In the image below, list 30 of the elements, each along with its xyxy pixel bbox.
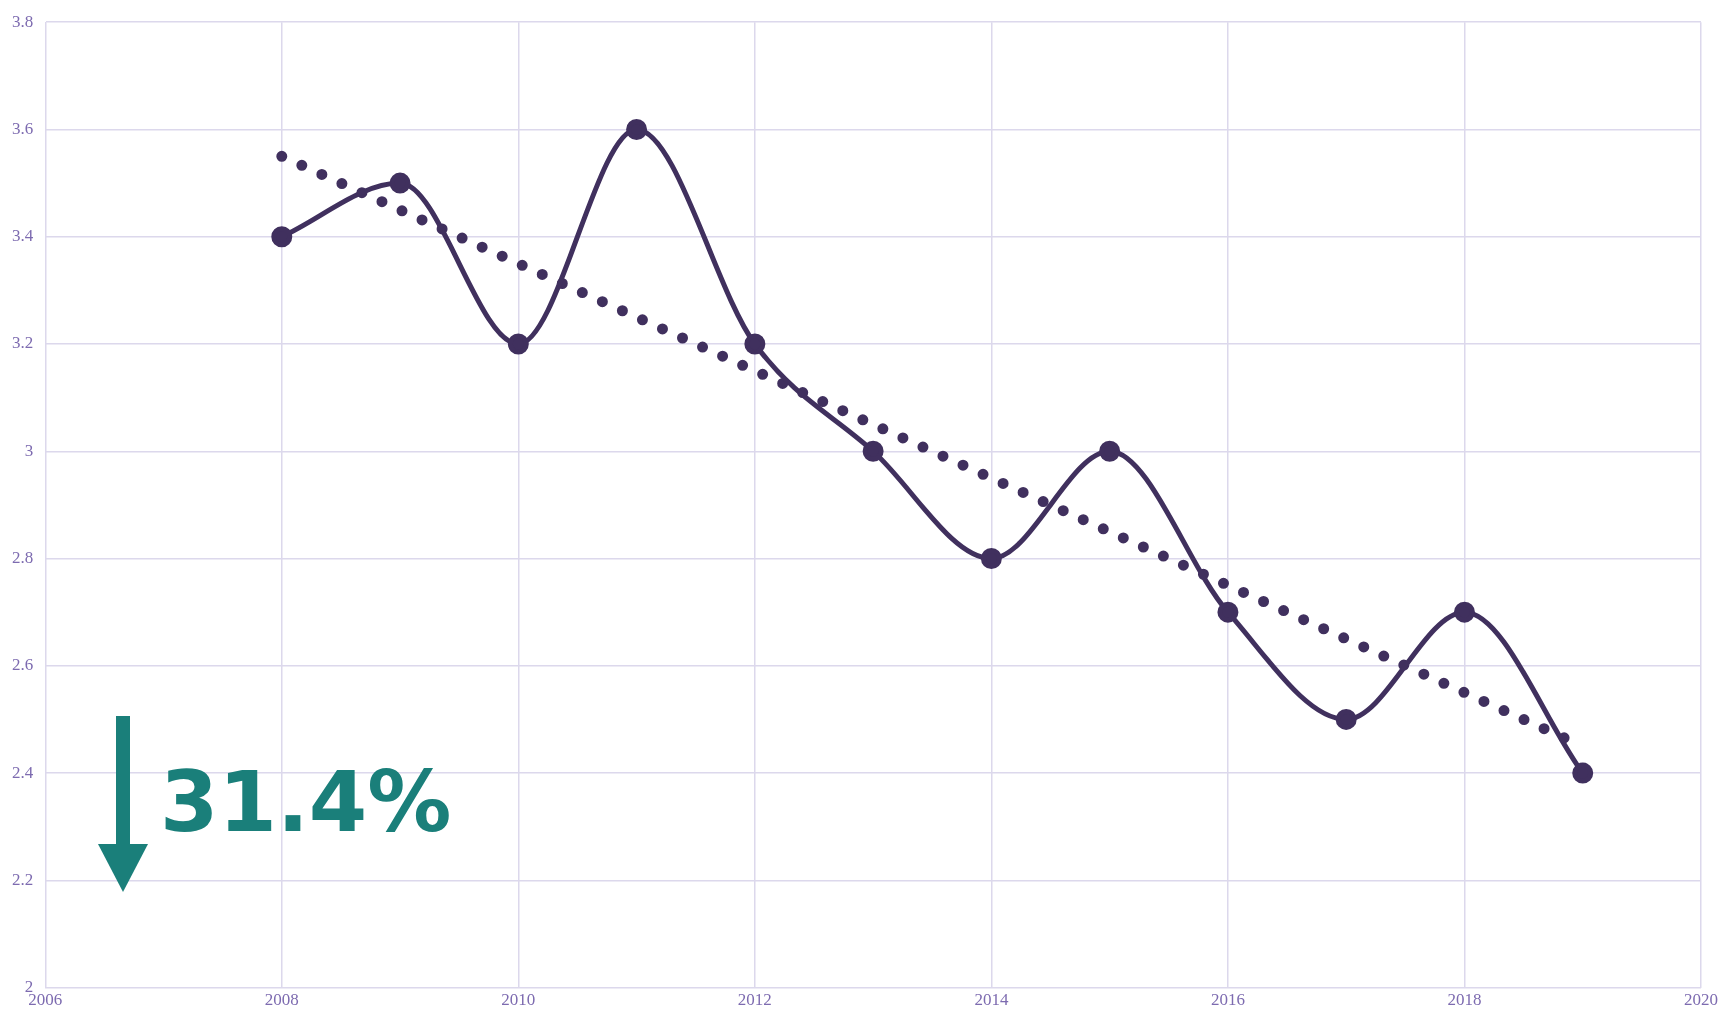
point <box>389 172 411 194</box>
y-tick-label: 3 <box>24 440 34 460</box>
y-tick-label: 2.2 <box>12 869 34 889</box>
x-tick-label: 2016 <box>1210 990 1245 1010</box>
point <box>1099 440 1121 462</box>
x-tick-label: 2010 <box>501 990 536 1010</box>
y-tick-label: 2.4 <box>12 762 34 782</box>
x-tick-label: 2014 <box>974 990 1009 1010</box>
y-tick-label: 2.8 <box>12 548 34 567</box>
y-tick-label: 3.2 <box>12 333 34 353</box>
point <box>1217 601 1239 623</box>
y-tick-label: 3.4 <box>12 226 34 246</box>
y-tick-label: 3.6 <box>12 118 34 138</box>
point <box>507 333 529 355</box>
y-tick-label: 2.6 <box>12 655 34 675</box>
x-tick-label: 2012 <box>737 990 772 1010</box>
point <box>626 118 648 140</box>
x-tick-label: 2018 <box>1447 990 1482 1010</box>
point <box>862 440 884 462</box>
point <box>1335 708 1357 730</box>
point <box>980 548 1002 570</box>
x-tick-label: 2008 <box>264 990 299 1010</box>
annotation: 31.4% <box>160 753 452 851</box>
y-tick-label: 3.8 <box>12 11 34 31</box>
x-tick-label: 2006 <box>28 990 63 1010</box>
point <box>744 333 766 355</box>
point <box>1572 762 1594 784</box>
point <box>271 226 293 248</box>
point <box>1453 601 1475 623</box>
x-tick-label: 2020 <box>1684 990 1718 1010</box>
